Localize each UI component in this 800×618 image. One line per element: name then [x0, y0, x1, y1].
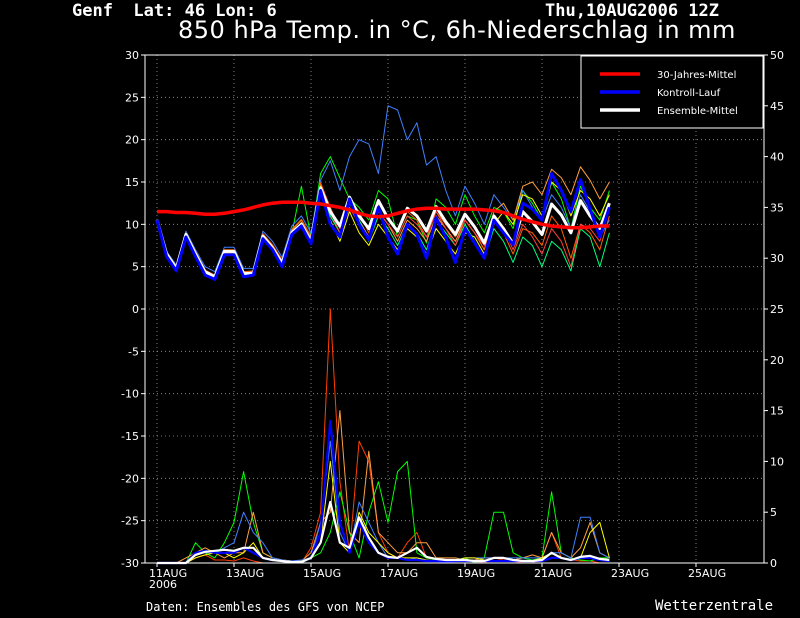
y-left-tick-label: 5: [132, 261, 139, 274]
y-left-tick-label: -30: [121, 557, 139, 570]
legend-label: 30-Jahres-Mittel: [657, 70, 736, 81]
y-right-tick-label: 30: [770, 252, 784, 265]
x-tick-label: 13AUG: [226, 567, 264, 580]
y-left-tick-label: -15: [121, 430, 139, 443]
y-left-tick-label: 0: [132, 303, 139, 316]
y-right-tick-label: 10: [770, 455, 784, 468]
precip-line-Ensemble-Mittel: [157, 500, 610, 565]
y-right-tick-label: 5: [770, 506, 777, 519]
temp-line-30-Jahres-Mittel: [157, 200, 610, 230]
legend: 30-Jahres-Mittel Kontroll-Lauf Ensemble-Mi…: [580, 55, 764, 129]
x-tick-label: 23AUG: [611, 567, 649, 580]
y-left-tick-label: -25: [121, 515, 139, 528]
y-right-tick-label: 15: [770, 405, 784, 418]
y-left-tick-label: 25: [125, 91, 139, 104]
x-tick-label: 11AUG: [149, 567, 187, 580]
precip-line-p4: [157, 440, 610, 564]
y-left-tick-label: 20: [125, 134, 139, 147]
x-tick-label: 17AUG: [380, 567, 418, 580]
chart-title: 850 hPa Temp. in °C, 6h-Niederschlag in …: [178, 16, 736, 44]
grid: [145, 55, 764, 563]
precip-line-p1: [157, 308, 610, 564]
location-header: Genf Lat: 46 Lon: 6: [72, 1, 277, 21]
legend-label: Ensemble-Mittel: [657, 106, 738, 117]
y-right-tick-label: 45: [770, 100, 784, 113]
x-tick-label: 15AUG: [303, 567, 341, 580]
y-right-tick-label: 20: [770, 354, 784, 367]
y-left-tick-label: -10: [121, 388, 139, 401]
x-tick-label: 25AUG: [688, 567, 726, 580]
temp-line-m2: [156, 105, 610, 273]
legend-label: Kontroll-Lauf: [657, 88, 721, 99]
y-left-tick-label: 30: [125, 49, 139, 62]
temperature-series: [155, 105, 611, 281]
y-right-tick-label: 35: [770, 201, 784, 214]
y-left-tick-label: -5: [128, 345, 139, 358]
y-right-tick-label: 25: [770, 303, 784, 316]
y-axis-left: 30 25 20 15 10 5 0 -5 -10 -15 -20 -25 -30: [121, 49, 145, 570]
y-left-tick-label: 10: [125, 218, 139, 231]
datetime-header: Thu,10AUG2006 12Z: [545, 1, 719, 21]
precip-line-p3: [157, 410, 610, 564]
precip-line-p2: [157, 460, 610, 564]
brand-label: Wetterzentrale: [655, 598, 774, 614]
temp-line-m4: [156, 181, 610, 279]
data-source-note: Daten: Ensembles des GFS von NCEP: [146, 600, 385, 614]
temp-line-Kontroll-Lauf: [155, 172, 611, 281]
precipitation-series: [157, 308, 610, 565]
y-right-tick-label: 50: [770, 49, 784, 62]
y-left-tick-label: -20: [121, 472, 139, 485]
y-right-tick-label: 40: [770, 151, 784, 164]
y-left-tick-label: 15: [125, 176, 139, 189]
x-tick-label: 19AUG: [457, 567, 495, 580]
y-right-tick-label: 0: [770, 557, 777, 570]
temp-line-Ensemble-Mittel: [155, 186, 611, 279]
temp-line-m5: [156, 182, 610, 276]
x-tick-label: 21AUG: [534, 567, 572, 580]
x-tick-label: 2006: [149, 578, 177, 591]
